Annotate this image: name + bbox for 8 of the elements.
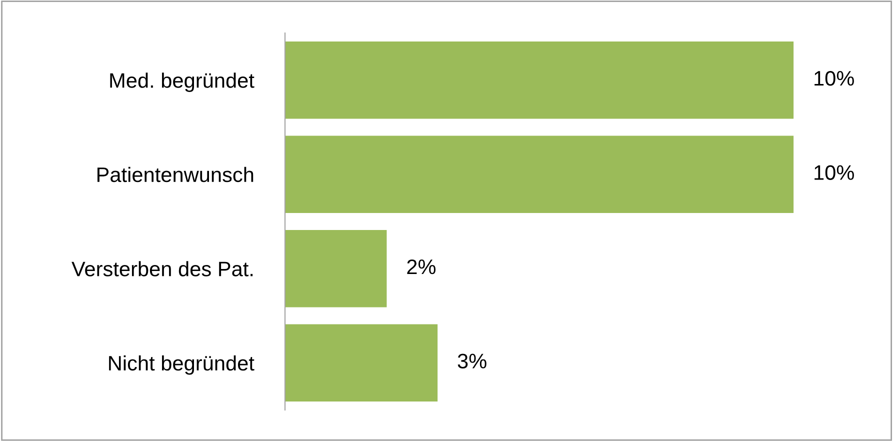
y-tick-label: Med. begründet [110,72,254,92]
y-tick-label: Patientenwunsch [97,166,254,182]
data-label: 2% [407,259,436,274]
y-tick-label: Versterben des Pat. [72,261,253,276]
data-label: 10% [814,165,854,180]
data-label: 3% [458,354,486,368]
y-tick-label: Nicht begründet [109,355,254,375]
data-label: 10% [814,70,854,86]
